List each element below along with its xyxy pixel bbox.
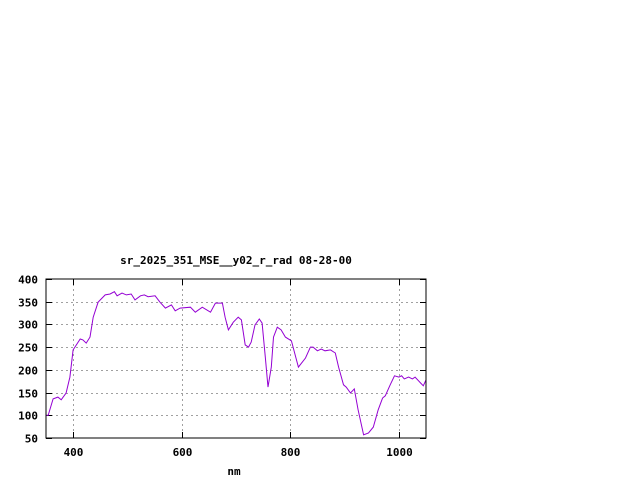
y-tick-label: 300: [18, 319, 38, 332]
y-tick-label: 250: [18, 342, 38, 355]
y-tick-label: 200: [18, 365, 38, 378]
y-tick-label: 400: [18, 274, 38, 287]
y-tick-label: 150: [18, 388, 38, 401]
grid: [46, 279, 426, 438]
x-tick-label: 600: [173, 446, 193, 459]
series-line: [46, 291, 427, 436]
chart-title: sr_2025_351_MSE__y02_r_rad 08-28-00: [120, 254, 352, 267]
y-tick-label: 100: [18, 410, 38, 423]
axis-ticks: 50 100 150 200 250 300 350 400 400 600 800 1000: [18, 274, 426, 459]
x-tick-label: 400: [64, 446, 84, 459]
x-tick-label: 1000: [386, 446, 413, 459]
y-tick-label: 350: [18, 297, 38, 310]
x-axis-label: nm: [227, 465, 241, 478]
y-tick-label: 50: [25, 433, 38, 446]
x-tick-label: 800: [281, 446, 301, 459]
plot-border: [45, 278, 427, 439]
